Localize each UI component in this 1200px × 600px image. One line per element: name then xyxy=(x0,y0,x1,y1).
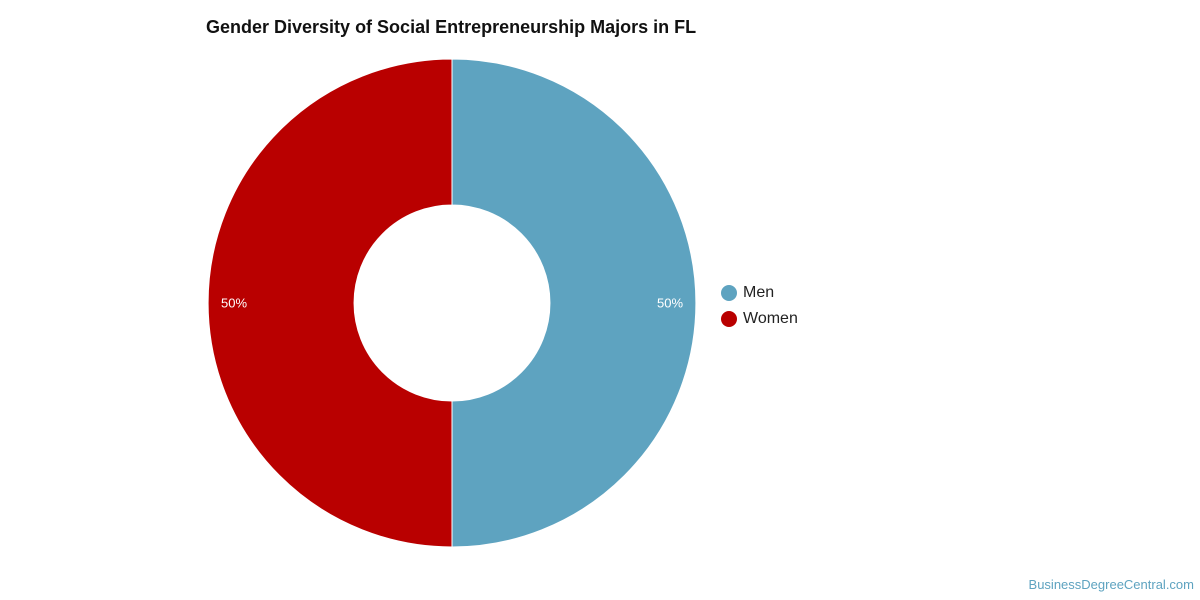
legend-label-women: Women xyxy=(743,310,798,327)
slice-women[interactable] xyxy=(207,58,453,548)
legend-item-men[interactable]: Men xyxy=(721,280,798,306)
slice-men[interactable] xyxy=(451,58,697,548)
legend: Men Women xyxy=(721,280,798,332)
value-label-women: 50% xyxy=(221,296,247,311)
legend-swatch-women xyxy=(721,311,737,327)
legend-item-women[interactable]: Women xyxy=(721,306,798,332)
legend-swatch-men xyxy=(721,285,737,301)
value-label-men: 50% xyxy=(657,296,683,311)
legend-label-men: Men xyxy=(743,284,775,301)
chart-title: Gender Diversity of Social Entrepreneurs… xyxy=(206,17,697,37)
watermark[interactable]: BusinessDegreeCentral.com xyxy=(1028,577,1194,592)
